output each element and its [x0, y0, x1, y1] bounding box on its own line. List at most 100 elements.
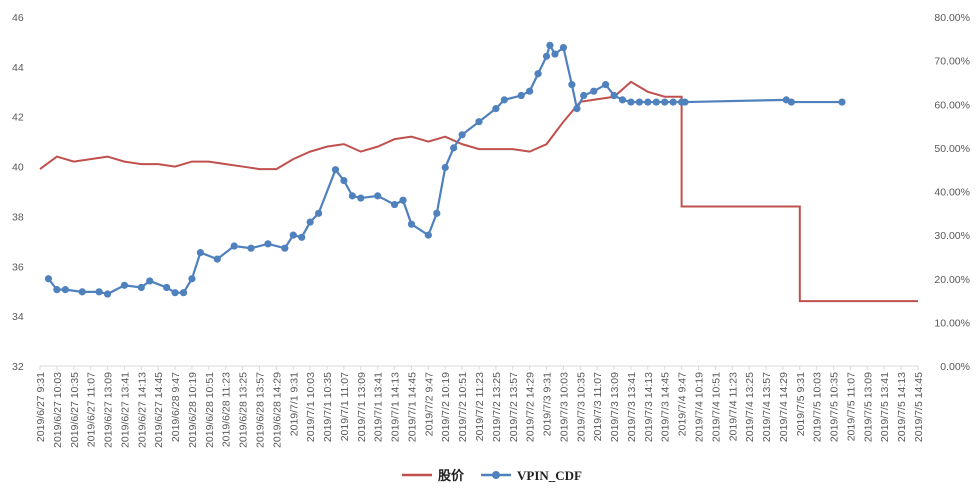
x-tick-label: 2019/7/2 10:51 [457, 372, 469, 442]
x-tick-label: 2019/7/2 11:23 [474, 372, 486, 441]
vpin-point [407, 220, 416, 228]
x-tick-label: 2019/7/4 13:25 [744, 372, 756, 442]
vpin-point [78, 288, 86, 296]
vpin-line [47, 42, 843, 296]
right-tick-label: 50.00% [934, 143, 970, 155]
x-tick-label: 2019/7/1 10:03 [305, 372, 317, 442]
vpin-point [53, 286, 61, 294]
vpin-point [517, 91, 525, 100]
vpin-point [61, 286, 69, 294]
x-tick-label: 2019/7/2 9:47 [423, 372, 435, 436]
x-tick-label: 2019/7/1 14:45 [406, 372, 418, 442]
x-tick-label: 2019/7/5 14:13 [896, 372, 908, 442]
vpin-point [44, 275, 53, 283]
x-tick-label: 2019/7/4 14:29 [778, 372, 790, 442]
vpin-point [188, 275, 196, 283]
vpin-point [247, 244, 255, 252]
vpin-point [213, 255, 221, 263]
vpin-point [526, 87, 534, 95]
x-tick-label: 2019/6/27 11:07 [86, 372, 98, 447]
vpin-point [298, 233, 306, 241]
x-tick-label: 2019/7/1 9:31 [288, 372, 300, 436]
x-tick-label: 2019/7/5 9:31 [795, 372, 807, 436]
vpin-point [441, 163, 449, 172]
x-tick-label: 2019/6/27 10:35 [69, 372, 81, 448]
right-axis: 0.00% 10.00% 20.00% 30.00% 40.00% 50.00% 60.00… [934, 12, 970, 373]
legend-vpin-label: VPIN_CDF [517, 468, 582, 483]
x-tick-label: 2019/7/1 11:07 [339, 372, 351, 441]
left-tick-label: 32 [12, 361, 24, 373]
x-tick-label: 2019/7/5 10:03 [812, 372, 824, 442]
left-tick-label: 40 [12, 162, 24, 174]
x-tick-label: 2019/7/3 9:31 [542, 372, 554, 436]
x-tick-label: 2019/7/3 14:45 [660, 372, 672, 442]
vpin-point [602, 81, 610, 89]
x-tick-label: 2019/6/27 13:09 [103, 372, 115, 448]
x-tick-label: 2019/6/28 14:29 [271, 372, 283, 448]
left-tick-label: 44 [12, 62, 24, 74]
x-tick-label: 2019/7/3 14:13 [643, 372, 655, 442]
right-tick-label: 80.00% [934, 12, 970, 24]
x-axis: 2019/6/27 9:31 2019/6/27 10:03 2019/6/27 1… [35, 366, 925, 448]
vpin-point [348, 192, 356, 200]
vpin-point [281, 244, 289, 252]
vpin-point [681, 98, 689, 106]
vpin-point [787, 98, 795, 106]
vpin-point [559, 43, 568, 52]
right-tick-label: 0.00% [940, 361, 970, 373]
vpin-point [669, 98, 677, 106]
x-tick-label: 2019/7/1 10:35 [322, 372, 334, 442]
x-tick-label: 2019/7/4 9:47 [677, 372, 689, 436]
vpin-point [179, 289, 188, 297]
x-tick-label: 2019/7/2 10:19 [440, 372, 452, 442]
vpin-point [551, 50, 559, 58]
vpin-point [652, 98, 660, 106]
x-tick-label: 2019/7/4 10:51 [710, 372, 722, 442]
left-axis: 32 34 36 38 40 42 44 46 [12, 12, 24, 373]
right-tick-label: 20.00% [934, 274, 970, 286]
vpin-point [103, 290, 112, 298]
vpin-point [120, 281, 129, 289]
x-tick-label: 2019/6/27 10:03 [52, 372, 64, 448]
series-vpin-cdf [44, 41, 846, 298]
vpin-point [610, 91, 618, 100]
x-tick-label: 2019/7/2 13:25 [491, 372, 503, 442]
x-tick-label: 2019/7/3 10:35 [575, 372, 587, 442]
vpin-point [568, 81, 576, 89]
series-stock-price [39, 80, 918, 303]
x-tick-label: 2019/7/5 11:07 [845, 372, 857, 441]
vpin-point [433, 209, 441, 217]
x-tick-label: 2019/6/28 9:47 [170, 372, 182, 442]
vpin-point [546, 41, 554, 49]
vpin-point [627, 98, 635, 106]
vpin-point [492, 105, 500, 113]
vpin-point [306, 218, 314, 226]
vpin-point [331, 166, 340, 174]
vpin-point [146, 277, 154, 285]
vpin-point [264, 240, 272, 248]
vpin-point [580, 91, 588, 100]
x-tick-label: 2019/7/5 10:35 [829, 372, 841, 442]
vpin-point [289, 231, 297, 239]
x-tick-label: 2019/7/5 14:45 [913, 372, 925, 442]
vpin-point [357, 194, 365, 202]
vpin-point [661, 98, 669, 106]
x-tick-label: 2019/7/5 13:09 [862, 372, 874, 442]
x-tick-label: 2019/7/2 13:57 [508, 372, 520, 442]
vpin-point [838, 98, 846, 106]
left-tick-label: 46 [12, 12, 24, 24]
x-tick-label: 2019/6/28 10:19 [187, 372, 199, 448]
x-tick-label: 2019/6/27 13:41 [119, 372, 131, 448]
vpin-point [163, 283, 171, 292]
legend-price-label: 股价 [438, 468, 465, 483]
left-tick-label: 34 [12, 311, 24, 323]
right-tick-label: 40.00% [934, 187, 970, 199]
x-tick-label: 2019/6/28 10:51 [204, 372, 216, 448]
vpin-point [590, 87, 598, 95]
left-tick-label: 42 [12, 112, 24, 124]
right-tick-label: 30.00% [934, 230, 970, 242]
x-tick-label: 2019/6/28 13:25 [238, 372, 250, 448]
left-tick-label: 36 [12, 261, 24, 273]
vpin-point [314, 209, 323, 217]
